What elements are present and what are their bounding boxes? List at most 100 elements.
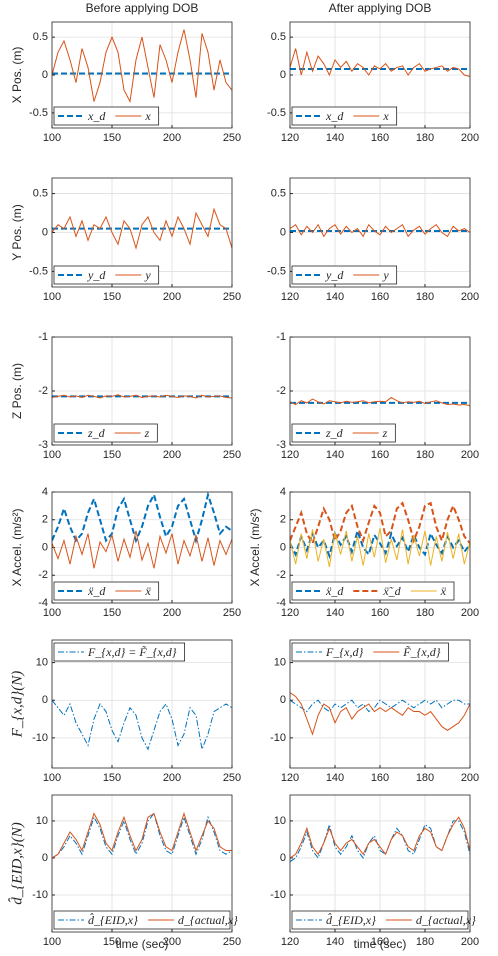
axes-box	[51, 21, 233, 129]
data-layer	[290, 501, 470, 568]
x-tick-label: 200	[163, 772, 181, 784]
x-tick-label: 200	[461, 607, 479, 619]
x-tick-label: 100	[43, 291, 61, 303]
y-tick-label: -0.5	[29, 265, 48, 277]
x-tick-label: 140	[326, 936, 344, 948]
data-layer	[290, 48, 470, 77]
data-layer	[290, 816, 470, 863]
data-layer	[52, 394, 232, 399]
y-tick-label: -10	[270, 889, 286, 901]
x-tick-label: 120	[281, 936, 299, 948]
x-tick-label: 120	[281, 291, 299, 303]
series-line	[290, 527, 470, 560]
x-tick-label: 250	[223, 936, 241, 948]
legend-label: y_d	[325, 268, 344, 282]
data-layer	[52, 492, 232, 569]
legend-box	[53, 910, 231, 930]
subplot: 120 140 160 180 200 -0.5 0 0.5 After applying DO…	[267, 1, 479, 144]
y-axis-label: X Pos. (m)	[10, 47, 24, 104]
legend-label: ẍ	[440, 584, 447, 598]
legend-label: ẍ_d	[325, 584, 344, 598]
legend-label: F̃_{x,d}	[402, 645, 440, 659]
series-line	[52, 207, 232, 250]
series-line	[290, 48, 470, 77]
legend: y_d y	[291, 265, 398, 285]
legend-label: y_d	[87, 268, 106, 282]
legend-label: ẍ_d	[87, 584, 106, 598]
x-tick-label: 250	[223, 607, 241, 619]
subplot-title: Before applying DOB	[86, 1, 199, 15]
subplot: 100 150 200 250 -0.5 0 0.5 Before applying DOB X…	[10, 1, 241, 144]
data-layer	[52, 207, 232, 250]
series-line	[52, 394, 232, 399]
legend-label: z	[382, 426, 388, 440]
x-tick-label: 100	[43, 449, 61, 461]
legend-box	[291, 106, 398, 126]
y-tick-label: 10	[36, 656, 48, 668]
y-tick-label: 10	[36, 815, 48, 827]
legend: F_{x,d} = F̃_{x,d}	[53, 642, 186, 662]
y-tick-label: 0	[42, 226, 48, 238]
x-tick-label: 150	[103, 132, 121, 144]
legend-box	[53, 106, 160, 126]
axes-box	[289, 639, 471, 769]
axes-box	[289, 336, 471, 446]
legend-label: z_d	[325, 426, 344, 440]
x-tick-label: 200	[461, 291, 479, 303]
x-tick-label: 150	[103, 449, 121, 461]
x-tick-label: 150	[103, 936, 121, 948]
x-tick-label: 150	[103, 291, 121, 303]
x-tick-label: 200	[163, 607, 181, 619]
x-tick-label: 180	[416, 449, 434, 461]
legend-label: ẍ̃_d	[382, 584, 401, 598]
subplot: 120 140 160 180 200 -10 0 10 F_{x,d} F̃_{x,d}	[270, 639, 479, 784]
series-line	[290, 699, 470, 713]
y-axis-label: X Accel. (m/s²)	[248, 508, 262, 586]
y-tick-label: 0.5	[33, 187, 48, 199]
legend: ẍ_d ẍ̃_d ẍ	[291, 581, 455, 601]
x-tick-label: 250	[223, 132, 241, 144]
x-tick-label: 200	[461, 132, 479, 144]
x-tick-label: 200	[461, 772, 479, 784]
legend: z_d z	[291, 423, 396, 443]
y-tick-label: 0.5	[271, 31, 286, 43]
x-tick-label: 250	[223, 449, 241, 461]
subplot: 100 150 200 250 -10 0 10 F_{x,d}(N) F_{x,d} = F̃…	[9, 639, 241, 784]
subplot: 120 140 160 180 200 -10 0 10 time (sec) d̂_{EID,x…	[270, 794, 479, 951]
legend-label: z_d	[87, 426, 106, 440]
y-tick-label: 0	[42, 852, 48, 864]
y-tick-label: 4	[42, 486, 48, 498]
series-line	[290, 692, 470, 736]
y-tick-label: 10	[274, 656, 286, 668]
legend-label: d̂_{EID,x}	[326, 912, 376, 926]
y-tick-label: -1	[38, 331, 48, 343]
y-tick-label: 0	[280, 852, 286, 864]
subplot: 100 150 200 250 -3 -2 -1 Z Pos. (m) z_d z	[10, 331, 241, 461]
x-tick-label: 160	[371, 449, 389, 461]
y-tick-label: 2	[42, 514, 48, 526]
legend: F_{x,d} F̃_{x,d}	[291, 642, 449, 662]
legend-box	[53, 423, 158, 443]
axes-box	[51, 639, 233, 769]
axes-box	[289, 491, 471, 604]
legend: d̂_{EID,x} d_{actual,x}	[53, 910, 238, 930]
legend: ẍ_d ẍ	[53, 581, 160, 601]
y-tick-label: -2	[276, 569, 286, 581]
subplot: 120 140 160 180 200 -3 -2 -1 z_d z	[276, 331, 479, 461]
subplot: 100 150 200 250 -0.5 0 0.5 Y Pos. (m) y_d y	[10, 177, 241, 303]
subplot: 120 140 160 180 200 -4 -2 0 2 4 X Accel. (m/s²) ẍ_d…	[248, 486, 479, 619]
subplot-title: After applying DOB	[329, 1, 432, 15]
x-tick-label: 160	[371, 772, 389, 784]
subplot: 100 150 200 250 -4 -2 0 2 4 X Accel. (m/s²) ẍ_d ẍ	[10, 486, 241, 619]
x-tick-label: 200	[461, 936, 479, 948]
y-axis-label: Y Pos. (m)	[10, 204, 24, 260]
x-tick-label: 200	[461, 449, 479, 461]
axes-box	[51, 177, 233, 288]
legend-box	[53, 581, 160, 601]
x-tick-label: 200	[163, 449, 181, 461]
y-tick-label: -10	[32, 889, 48, 901]
legend-box	[53, 642, 186, 662]
legend-label: x_d	[87, 109, 106, 123]
y-tick-label: -0.5	[29, 107, 48, 119]
x-axis-label: time (sec)	[116, 937, 169, 951]
